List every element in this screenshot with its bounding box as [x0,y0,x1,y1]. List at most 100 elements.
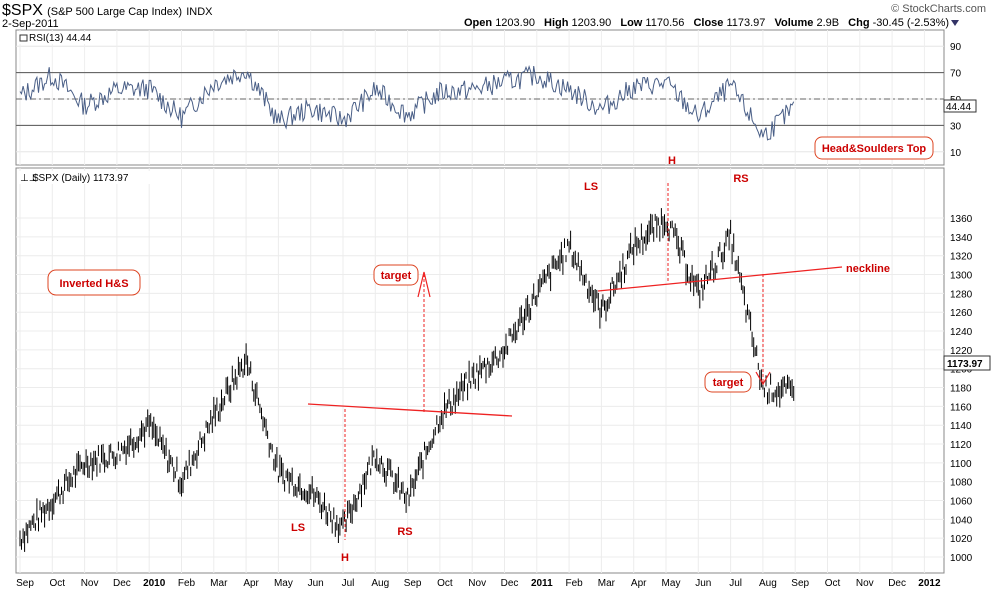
x-tick-label: Apr [243,578,259,589]
x-tick-label: Aug [759,578,777,589]
price-tick-label: 1060 [950,497,973,508]
price-last-value: 1173.97 [947,359,983,370]
annotation-target-1: target [381,270,412,282]
x-tick-label: 2012 [918,578,941,589]
low-label: Low [620,17,643,29]
price-tick-label: 1320 [950,252,973,263]
x-tick-label: Nov [468,578,486,589]
chg-label: Chg [848,17,870,29]
price-tick-label: 1040 [950,515,973,526]
price-legend-bg [18,171,150,184]
high-label: High [544,17,569,29]
price-legend-icon: ⊥⊥ [20,173,37,184]
rsi-last-value: 44.44 [946,102,971,113]
chg-value: -30.45 (-2.53%) [872,17,950,29]
annotation-inverted-hs: Inverted H&S [59,278,128,290]
x-tick-label: Jul [729,578,742,589]
annotation-box-target-1 [373,264,419,286]
x-tick-label: Nov [81,578,99,589]
x-tick-label: Feb [178,578,196,589]
index-name: (S&P 500 Large Cap Index) [47,6,183,18]
rsi-legend-bg [18,32,112,44]
x-tick-label: Oct [825,578,841,589]
rsi-tick-label: 70 [950,69,962,80]
rsi-tick-label: 90 [950,42,962,53]
target-down-arrow-icon [755,371,771,386]
annotation-box-inverted-hs [47,269,141,296]
x-tick-label: Nov [856,578,874,589]
annotation-box-target-2 [704,371,752,393]
price-tick-label: 1080 [950,478,973,489]
x-axis: Sep Oct Nov Dec 2010 Feb Mar Apr May Jun Jul Aug Sep… [16,578,941,589]
price-tick-label: 1120 [950,440,972,451]
x-tick-label: Mar [210,578,228,589]
quote-bar: Open 1203.90 High 1203.90 Low 1170.56 Cl… [464,17,960,29]
price-tick-label: 1140 [950,421,972,432]
exchange: INDX [186,6,213,18]
open-value: 1203.90 [495,17,535,29]
x-tick-label: 2011 [531,578,553,589]
x-tick-label: Mar [598,578,616,589]
annotation-box-hs-top [814,136,934,160]
x-tick-label: Feb [565,578,583,589]
annotation-hs-top: Head&Soulders Top [822,143,927,155]
rsi-tick-label: 30 [950,121,962,132]
annotation-target-2: target [713,377,744,389]
symbol: $SPX [2,2,43,19]
label-rs-2: RS [733,173,748,185]
close-value: 1173.97 [726,17,766,29]
label-rs-1: RS [397,526,412,538]
x-tick-label: Dec [501,578,519,589]
price-tick-label: 1000 [950,553,973,564]
x-tick-label: Oct [437,578,453,589]
x-tick-label: Sep [16,578,34,589]
price-tick-label: 1220 [950,346,973,357]
x-tick-label: 2010 [143,578,166,589]
label-h-2: H [668,155,676,167]
x-tick-label: Sep [791,578,809,589]
rsi-series-line [19,65,795,141]
low-value: 1170.56 [645,17,685,29]
label-ls-1: LS [291,522,305,534]
price-legend: $SPX (Daily) 1173.97 [33,173,129,184]
price-tick-label: 1300 [950,271,973,282]
x-tick-label: Jul [342,578,355,589]
x-tick-label: Aug [371,578,389,589]
x-tick-label: Jun [308,578,324,589]
price-bars [19,208,795,552]
x-tick-label: Apr [631,578,647,589]
rsi-panel [15,29,945,166]
price-tick-label: 1360 [950,214,973,225]
open-label: Open [464,17,493,29]
price-grid [16,168,944,573]
rsi-legend-swatch [19,34,28,42]
hs-top-neckline [597,266,843,292]
rsi-legend: RSI(13) 44.44 [29,33,92,44]
close-label: Close [693,17,724,29]
x-tick-label: Dec [888,578,906,589]
price-y-axis: 1000 1020 1040 1060 1080 1100 1120 1140 1160 1180… [950,214,973,564]
dropdown-arrow-icon[interactable] [951,20,960,27]
price-tick-label: 1240 [950,327,973,338]
x-tick-label: May [274,578,293,589]
price-tick-label: 1180 [950,384,972,395]
x-tick-label: Oct [50,578,66,589]
price-last-value-box [943,355,991,371]
brand-watermark: © StockCharts.com [891,3,986,15]
x-tick-label: Sep [404,578,422,589]
price-tick-label: 1280 [950,289,973,300]
x-tick-label: May [662,578,681,589]
target-up-arrow-icon [417,271,431,298]
rsi-last-value-box [943,99,977,113]
price-tick-label: 1260 [950,308,973,319]
chart-date: 2-Sep-2011 [2,18,59,30]
price-tick-label: 1100 [950,459,972,470]
symbol-title: $SPX (S&P 500 Large Cap Index) INDX [2,2,213,20]
inverted-hs-neckline [307,403,513,417]
x-tick-label: Dec [113,578,131,589]
volume-value: 2.9B [816,17,840,29]
volume-label: Volume [774,17,814,29]
x-tick-label: Jun [695,578,711,589]
rsi-tick-label: 10 [950,148,962,159]
